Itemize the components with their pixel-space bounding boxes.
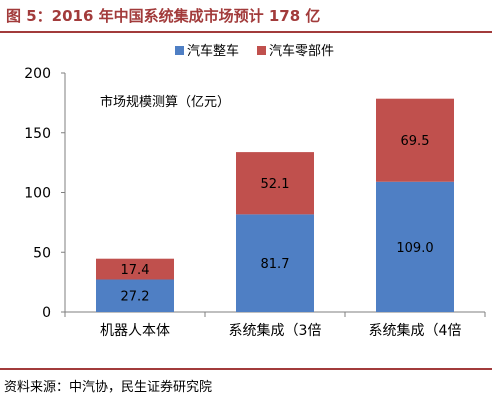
figure-title: 图 5：2016 年中国系统集成市场预计 178 亿 <box>6 6 321 25</box>
category-label: 机器人本体 <box>100 323 170 339</box>
legend-label: 汽车零部件 <box>269 43 334 59</box>
category-label: 系统集成（3倍 <box>229 322 322 339</box>
legend-label: 汽车整车 <box>187 43 239 59</box>
data-label: 69.5 <box>401 134 430 149</box>
bar-parts-2 <box>376 98 454 182</box>
source-note: 资料来源：中汽协，民生证券研究院 <box>4 380 213 395</box>
chart-annotation: 市场规模测算（亿元） <box>100 94 230 110</box>
bar-parts-0 <box>96 258 174 280</box>
data-label: 27.2 <box>121 290 150 305</box>
y-tick-label: 100 <box>24 186 51 202</box>
data-label: 109.0 <box>396 241 433 256</box>
title-divider <box>0 31 492 33</box>
data-label: 17.4 <box>121 263 150 278</box>
bar-parts-1 <box>236 152 314 215</box>
data-label: 52.1 <box>261 177 290 192</box>
bar-vehicle-0 <box>96 279 174 312</box>
title-bar: 图 5：2016 年中国系统集成市场预计 178 亿 <box>0 0 492 30</box>
stacked-bar-chart: 0 50 100 150 200 27.2 17.4 机器人本体 81.7 52.1 系统集成（3倍… <box>24 43 486 339</box>
bar-vehicle-1 <box>236 214 314 312</box>
y-tick-label: 0 <box>42 305 51 321</box>
legend-swatch <box>257 46 266 55</box>
bar-vehicle-2 <box>376 181 454 312</box>
y-tick-label: 150 <box>24 126 51 142</box>
y-tick-label: 200 <box>24 66 51 82</box>
data-label: 81.7 <box>261 257 290 272</box>
category-label: 系统集成（4倍 <box>369 322 462 339</box>
y-tick-label: 50 <box>33 245 51 261</box>
legend-swatch <box>175 46 184 55</box>
footer-divider <box>0 368 492 370</box>
